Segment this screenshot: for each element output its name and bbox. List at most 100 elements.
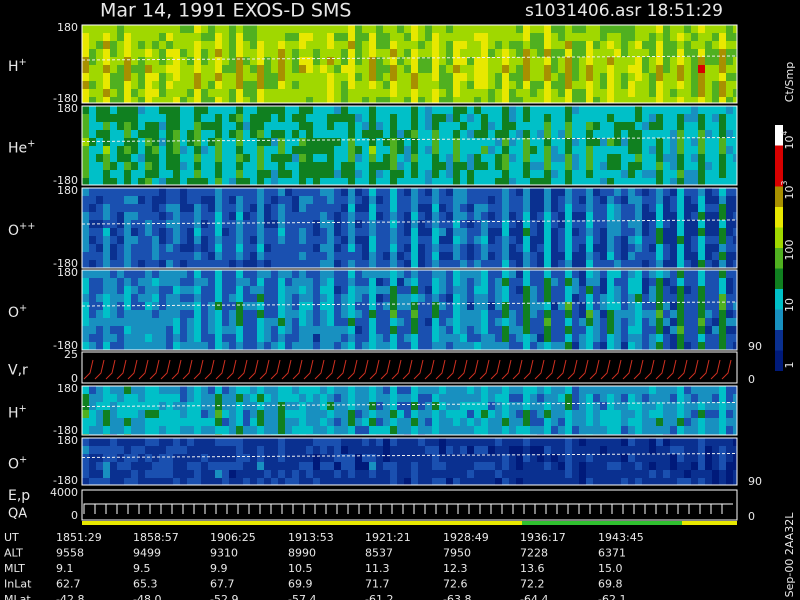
pixel xyxy=(341,310,348,318)
pixel xyxy=(586,462,593,470)
pixel xyxy=(117,122,124,130)
pixel xyxy=(565,236,572,244)
pixel xyxy=(418,212,425,220)
pixel xyxy=(474,81,481,89)
pixel xyxy=(726,73,733,81)
pixel xyxy=(698,318,705,326)
pixel xyxy=(530,402,537,410)
pixel xyxy=(495,41,502,49)
pixel xyxy=(89,57,96,65)
pixel xyxy=(257,394,264,402)
pixel xyxy=(278,402,285,410)
pixel xyxy=(103,446,110,454)
pixel xyxy=(460,286,467,294)
trace xyxy=(457,359,468,380)
pixel xyxy=(369,220,376,228)
pixel xyxy=(243,220,250,228)
pixel xyxy=(390,49,397,57)
pixel xyxy=(684,188,691,196)
pixel xyxy=(726,310,733,318)
pixel xyxy=(663,260,670,268)
pixel xyxy=(614,478,621,485)
pixel xyxy=(705,286,712,294)
pixel xyxy=(145,470,152,478)
pixel xyxy=(432,106,439,114)
pixel xyxy=(306,326,313,334)
pixel xyxy=(600,162,607,170)
pixel xyxy=(705,302,712,310)
pixel xyxy=(677,33,684,41)
pixel xyxy=(530,57,537,65)
pixel xyxy=(180,57,187,65)
pixel xyxy=(698,114,705,122)
pixel xyxy=(677,446,684,454)
pixel xyxy=(320,270,327,278)
pixel xyxy=(292,33,299,41)
pixel xyxy=(467,294,474,302)
pixel xyxy=(733,260,737,268)
pixel xyxy=(642,278,649,286)
pixel xyxy=(635,57,642,65)
pixel xyxy=(600,310,607,318)
pixel xyxy=(509,334,516,342)
pixel xyxy=(677,212,684,220)
pixel xyxy=(327,170,334,178)
pixel xyxy=(551,278,558,286)
pixel xyxy=(579,342,586,350)
pixel xyxy=(397,454,404,462)
pixel xyxy=(89,114,96,122)
pixel xyxy=(523,394,530,402)
pixel xyxy=(495,114,502,122)
pixel xyxy=(124,470,131,478)
pixel xyxy=(348,318,355,326)
pixel xyxy=(698,386,705,394)
pixel xyxy=(621,342,628,350)
pixel xyxy=(691,170,698,178)
pixel xyxy=(229,278,236,286)
pixel xyxy=(677,270,684,278)
pixel xyxy=(607,41,614,49)
pixel xyxy=(579,228,586,236)
pixel xyxy=(642,212,649,220)
pixel xyxy=(173,318,180,326)
pixel xyxy=(558,97,565,103)
pixel xyxy=(390,334,397,342)
pixel xyxy=(621,386,628,394)
pixel xyxy=(488,162,495,170)
pixel xyxy=(166,130,173,138)
pixel xyxy=(488,454,495,462)
pixel xyxy=(530,33,537,41)
pixel xyxy=(243,162,250,170)
pixel xyxy=(327,244,334,252)
pixel xyxy=(243,310,250,318)
pixel xyxy=(551,402,558,410)
pixel xyxy=(537,334,544,342)
pixel xyxy=(341,106,348,114)
pixel xyxy=(488,204,495,212)
pixel xyxy=(145,170,152,178)
pixel xyxy=(103,106,110,114)
pixel xyxy=(551,138,558,146)
pixel xyxy=(201,260,208,268)
pixel xyxy=(236,462,243,470)
pixel xyxy=(579,122,586,130)
pixel xyxy=(509,170,516,178)
pixel xyxy=(698,418,705,426)
pixel xyxy=(89,454,96,462)
pixel xyxy=(383,326,390,334)
pixel xyxy=(355,294,362,302)
pixel xyxy=(327,454,334,462)
pixel xyxy=(502,33,509,41)
pixel xyxy=(138,196,145,204)
pixel xyxy=(453,196,460,204)
pixel xyxy=(341,302,348,310)
pixel xyxy=(467,310,474,318)
pixel xyxy=(446,196,453,204)
pixel xyxy=(712,49,719,57)
pixel xyxy=(684,162,691,170)
pixel xyxy=(194,462,201,470)
pixel xyxy=(271,130,278,138)
pixel xyxy=(586,402,593,410)
pixel xyxy=(579,73,586,81)
pixel xyxy=(271,252,278,260)
